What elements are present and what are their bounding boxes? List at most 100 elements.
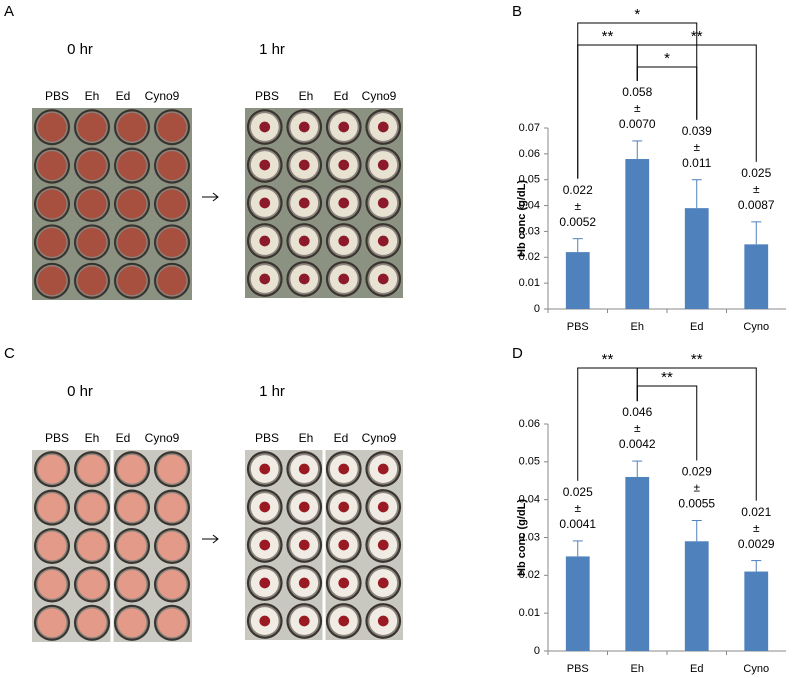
pellet xyxy=(338,197,350,209)
column-label: Ed xyxy=(334,431,349,445)
well-blood xyxy=(37,493,67,523)
value-label: 0.046 xyxy=(622,405,652,419)
pellet xyxy=(298,235,310,247)
well-blood xyxy=(77,454,107,484)
pellet xyxy=(259,501,271,513)
well-blood xyxy=(37,531,67,561)
pellet xyxy=(259,235,271,247)
well-blood xyxy=(157,151,187,181)
column-label: Eh xyxy=(85,89,100,103)
y-tick-label: 0.05 xyxy=(519,174,540,186)
x-tick-label: Cyno xyxy=(743,321,769,333)
pellet xyxy=(259,121,271,133)
well-blood xyxy=(37,569,67,599)
pellet xyxy=(338,159,350,171)
value-label: 0.029 xyxy=(682,465,712,479)
pellet xyxy=(377,235,389,247)
value-label: 0.0087 xyxy=(738,198,775,212)
arrow-head xyxy=(212,192,219,202)
y-tick-label: 0.07 xyxy=(519,122,540,134)
pellet xyxy=(338,539,350,551)
y-tick-label: 0.02 xyxy=(519,569,540,581)
value-label: 0.0070 xyxy=(619,117,656,131)
value-label: ± xyxy=(753,182,760,196)
well-blood xyxy=(117,151,147,181)
x-tick-label: Eh xyxy=(631,321,644,333)
pellet xyxy=(377,615,389,627)
x-tick-label: Ed xyxy=(690,321,703,333)
well-blood xyxy=(157,569,187,599)
column-label: Cyno9 xyxy=(145,431,180,445)
pellet xyxy=(259,615,271,627)
column-label: Ed xyxy=(334,89,349,103)
significance-label: ** xyxy=(691,28,703,45)
significance-bracket xyxy=(636,367,757,501)
value-label: ± xyxy=(693,140,700,154)
pellet xyxy=(338,577,350,589)
pellet xyxy=(298,463,310,475)
pellet xyxy=(298,501,310,513)
significance-label: ** xyxy=(602,351,614,368)
value-label: ± xyxy=(574,199,581,213)
x-tick-label: Cyno xyxy=(743,663,769,675)
well-blood xyxy=(117,112,147,142)
well-blood xyxy=(37,608,67,638)
column-label: Ed xyxy=(116,89,131,103)
value-label: 0.025 xyxy=(741,166,771,180)
bar xyxy=(625,476,650,651)
bar xyxy=(565,252,590,309)
pellet xyxy=(377,463,389,475)
well-blood xyxy=(157,493,187,523)
well-blood xyxy=(37,454,67,484)
well-blood xyxy=(157,189,187,219)
pellet xyxy=(298,577,310,589)
bar xyxy=(684,208,709,309)
column-label: Cyno9 xyxy=(145,89,180,103)
y-tick-label: 0.02 xyxy=(519,251,540,263)
time-label: 1 hr xyxy=(259,383,285,400)
well-blood xyxy=(77,112,107,142)
panel-letter: C xyxy=(4,345,15,362)
column-label: Ed xyxy=(116,431,131,445)
well-blood xyxy=(117,531,147,561)
pellet xyxy=(298,273,310,285)
y-tick-label: 0.04 xyxy=(519,199,540,211)
value-label: 0.0055 xyxy=(678,497,715,511)
significance-bracket xyxy=(636,44,757,162)
significance-bracket xyxy=(577,44,638,179)
well-blood xyxy=(77,569,107,599)
value-label: ± xyxy=(693,481,700,495)
well-blood xyxy=(77,266,107,296)
well-blood xyxy=(117,266,147,296)
y-tick-label: 0.05 xyxy=(519,456,540,468)
pellet xyxy=(338,615,350,627)
well-blood xyxy=(37,266,67,296)
panel-letter: D xyxy=(512,345,523,362)
time-label: 0 hr xyxy=(67,41,93,58)
pellet xyxy=(338,501,350,513)
y-tick-label: 0.03 xyxy=(519,531,540,543)
value-label: 0.0052 xyxy=(559,215,596,229)
pellet xyxy=(338,273,350,285)
bar xyxy=(684,541,709,651)
pellet xyxy=(377,273,389,285)
significance-bracket xyxy=(636,66,698,120)
well-blood xyxy=(77,189,107,219)
y-tick-label: 0.01 xyxy=(519,607,540,619)
significance-bracket xyxy=(577,367,638,481)
bar xyxy=(565,556,590,651)
well-blood xyxy=(37,112,67,142)
significance-label: * xyxy=(664,50,670,67)
column-label: PBS xyxy=(45,89,69,103)
y-tick-label: 0.01 xyxy=(519,277,540,289)
value-label: ± xyxy=(574,501,581,515)
well-blood xyxy=(117,493,147,523)
value-label: ± xyxy=(753,521,760,535)
time-label: 1 hr xyxy=(259,41,285,58)
x-tick-label: PBS xyxy=(567,321,589,333)
value-label: ± xyxy=(634,421,641,435)
pellet xyxy=(377,121,389,133)
value-label: 0.0042 xyxy=(619,437,656,451)
value-label: 0.039 xyxy=(682,124,712,138)
y-tick-label: 0.03 xyxy=(519,225,540,237)
